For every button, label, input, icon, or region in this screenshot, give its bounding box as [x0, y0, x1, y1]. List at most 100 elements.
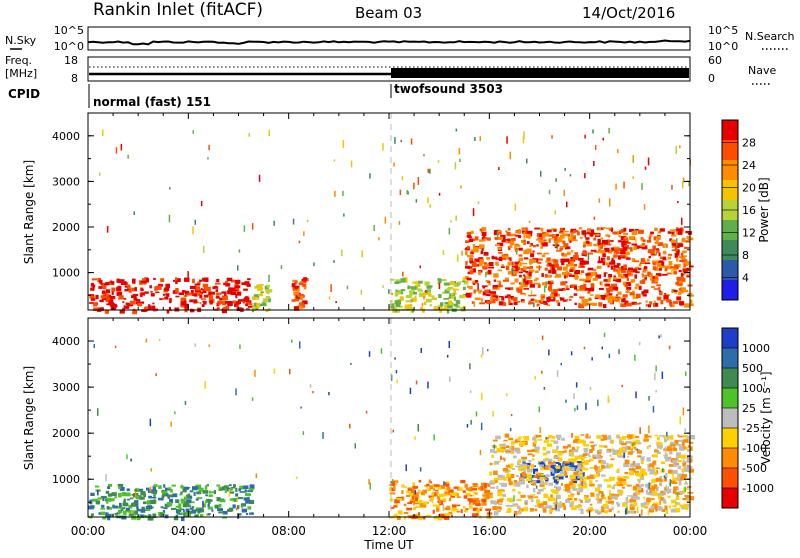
velocity-region-3-cell: [681, 468, 685, 472]
velocity-region-3-cell: [515, 475, 519, 478]
velocity-region-0-cell: [207, 499, 212, 502]
power-region-4-cell: [522, 262, 528, 265]
velocity-echo: [155, 373, 157, 377]
power-region-0-cell: [246, 283, 251, 287]
velocity-region-3-cell: [576, 446, 580, 449]
power-region-4-cell: [471, 301, 475, 304]
power-region-4-cell: [608, 285, 613, 289]
velocity-echo: [652, 462, 654, 468]
velocity-region-3-cell: [622, 481, 627, 486]
power-region-0-cell: [235, 293, 238, 299]
velocity-region-1-cell: [397, 497, 403, 499]
power-region-0-cell: [247, 305, 254, 308]
velocity-region-3-cell: [659, 445, 663, 450]
power-echo: [643, 204, 646, 210]
velocity-region-3-cell: [652, 460, 657, 465]
power-region-0-cell: [241, 282, 245, 285]
velocity-region-3-cell: [616, 468, 620, 473]
power-echo: [459, 158, 461, 162]
power-region-4-cell: [559, 288, 563, 291]
velocity-region-1-cell: [412, 506, 416, 511]
power-region-4-cell: [491, 255, 494, 258]
power-region-4-cell: [580, 270, 585, 274]
velocity-region-3-cell: [595, 498, 599, 501]
velocity-region-3-cell: [631, 499, 637, 503]
velocity-region-3-cell: [489, 471, 492, 476]
velocity-region-3-cell: [569, 502, 574, 508]
power-region-4-cell: [586, 229, 590, 234]
power-echo: [328, 296, 331, 300]
velocity-region-3-cell: [549, 467, 553, 472]
velocity-region-3-cell: [686, 457, 692, 462]
velocity-region-3-cell: [611, 486, 615, 490]
power-region-3-cell: [417, 288, 422, 291]
power-region-4-cell: [666, 299, 671, 303]
power-region-4-cell: [486, 237, 491, 241]
power-region-4-cell: [682, 268, 688, 272]
velocity-region-3-cell: [597, 500, 602, 504]
power-region-4-cell: [579, 278, 585, 281]
velocity-region-3-cell: [499, 445, 504, 449]
velocity-echo: [239, 344, 241, 349]
power-region-4-cell: [595, 294, 601, 298]
velocity-region-2-cell: [578, 468, 583, 471]
velocity-region-1-cell: [465, 487, 472, 490]
power-colorbar-swatch: [722, 180, 738, 201]
velocity-region-3-cell: [545, 474, 550, 477]
power-region-4-cell: [493, 279, 497, 282]
velocity-region-3-cell: [657, 495, 662, 500]
power-colorbar-swatch: [722, 260, 738, 281]
velocity-region-0-cell: [94, 485, 100, 488]
velocity-region-3-cell: [668, 457, 672, 460]
velocity-region-2-cell: [533, 470, 536, 475]
power-echo: [406, 190, 408, 195]
power-echo: [555, 178, 557, 182]
velocity-echo: [469, 363, 471, 370]
velocity-region-3-cell: [496, 448, 501, 453]
velocity-echo: [395, 370, 398, 374]
velocity-region-3-cell: [635, 466, 642, 470]
power-region-3-cell: [400, 278, 406, 283]
power-region-4-cell: [472, 238, 476, 242]
power-echo: [511, 268, 514, 275]
power-region-4-cell: [526, 248, 532, 253]
power-region-4-cell: [585, 274, 590, 278]
power-region-3-cell: [395, 300, 401, 305]
noise-left-tick-top: 10^5: [54, 24, 84, 37]
power-region-4-cell: [510, 287, 514, 290]
power-echo: [388, 289, 390, 294]
power-region-4-cell: [650, 231, 654, 235]
power-region-0-cell: [245, 303, 248, 307]
power-region-4-cell: [633, 260, 639, 263]
velocity-region-2-cell: [522, 461, 526, 464]
velocity-region-3-cell: [562, 503, 565, 507]
velocity-region-0-cell: [186, 494, 190, 498]
power-region-4-cell: [608, 290, 613, 292]
power-region-4-cell: [575, 258, 581, 261]
power-echo: [555, 242, 557, 247]
velocity-region-3-cell: [606, 462, 609, 467]
power-echo: [342, 140, 345, 148]
velocity-region-0-cell: [244, 489, 247, 493]
power-echo: [201, 287, 203, 291]
velocity-region-3-cell: [683, 446, 686, 449]
velocity-region-3-cell: [518, 451, 521, 454]
velocity-region-2-cell: [554, 462, 560, 464]
power-region-2-cell: [298, 282, 304, 286]
power-region-4-cell: [542, 231, 547, 236]
velocity-region-3-cell: [505, 504, 512, 507]
power-echo: [251, 223, 254, 230]
power-region-4-cell: [606, 239, 610, 244]
power-region-4-cell: [676, 257, 679, 262]
power-region-4-cell: [465, 262, 468, 266]
power-region-4-cell: [679, 301, 685, 306]
power-region-0-cell: [227, 290, 232, 295]
power-echo: [425, 289, 427, 293]
power-region-0-cell: [140, 280, 147, 284]
power-region-4-cell: [585, 280, 591, 283]
velocity-region-3-cell: [643, 502, 648, 505]
power-region-4-cell: [676, 296, 682, 301]
power-region-0-cell: [199, 302, 202, 304]
power-region-4-cell: [467, 254, 473, 258]
velocity-region-3-cell: [564, 472, 568, 477]
